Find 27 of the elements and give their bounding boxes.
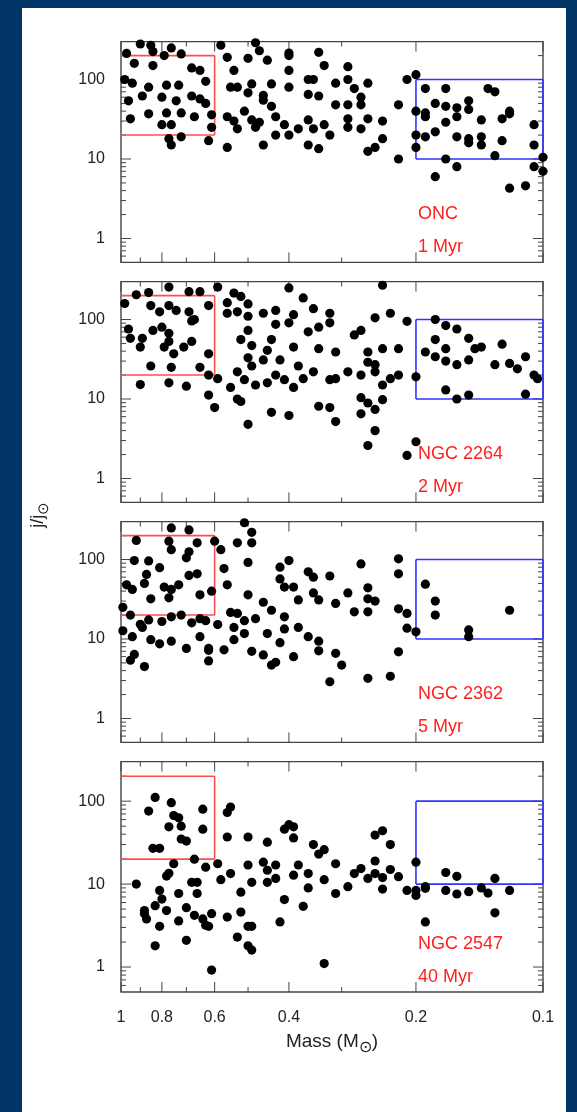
- y-tick-label: 100: [78, 309, 106, 327]
- x-tick-label: 0.8: [150, 1008, 174, 1026]
- y-tick-label: 100: [78, 791, 106, 809]
- x-tick-label: 0.6: [203, 1008, 226, 1026]
- annotation: NGC 2264: [418, 443, 504, 464]
- annotation: 1 Myr: [418, 236, 464, 257]
- x-tick-label: 0.4: [277, 1008, 301, 1026]
- annotation: 2 Myr: [418, 476, 464, 497]
- y-tick-label: 1: [96, 228, 106, 246]
- x-tick-label: 0.2: [404, 1008, 428, 1026]
- x-axis-title: Mass (M$_{⊙}$): [284, 1030, 380, 1056]
- y-tick-label: 10: [87, 389, 106, 407]
- y-tick-label: 1: [96, 468, 106, 486]
- annotation: 5 Myr: [418, 716, 464, 737]
- x-tick-label: 0.1: [531, 1008, 555, 1026]
- y-tick-label: 10: [87, 149, 106, 167]
- y-tick-label: 1: [96, 708, 106, 726]
- y-tick-label: 100: [78, 69, 106, 87]
- y-tick-label: 10: [87, 874, 106, 892]
- y-tick-label: 1: [96, 957, 106, 975]
- x-tick-label: 1: [116, 1008, 126, 1026]
- y-tick-label: 10: [87, 629, 106, 647]
- annotation: 40 Myr: [418, 966, 474, 986]
- annotation: NGC 2362: [418, 683, 504, 704]
- y-tick-label: 100: [78, 549, 106, 567]
- annotation: NGC 2547: [418, 933, 504, 953]
- annotation: ONC: [418, 203, 458, 224]
